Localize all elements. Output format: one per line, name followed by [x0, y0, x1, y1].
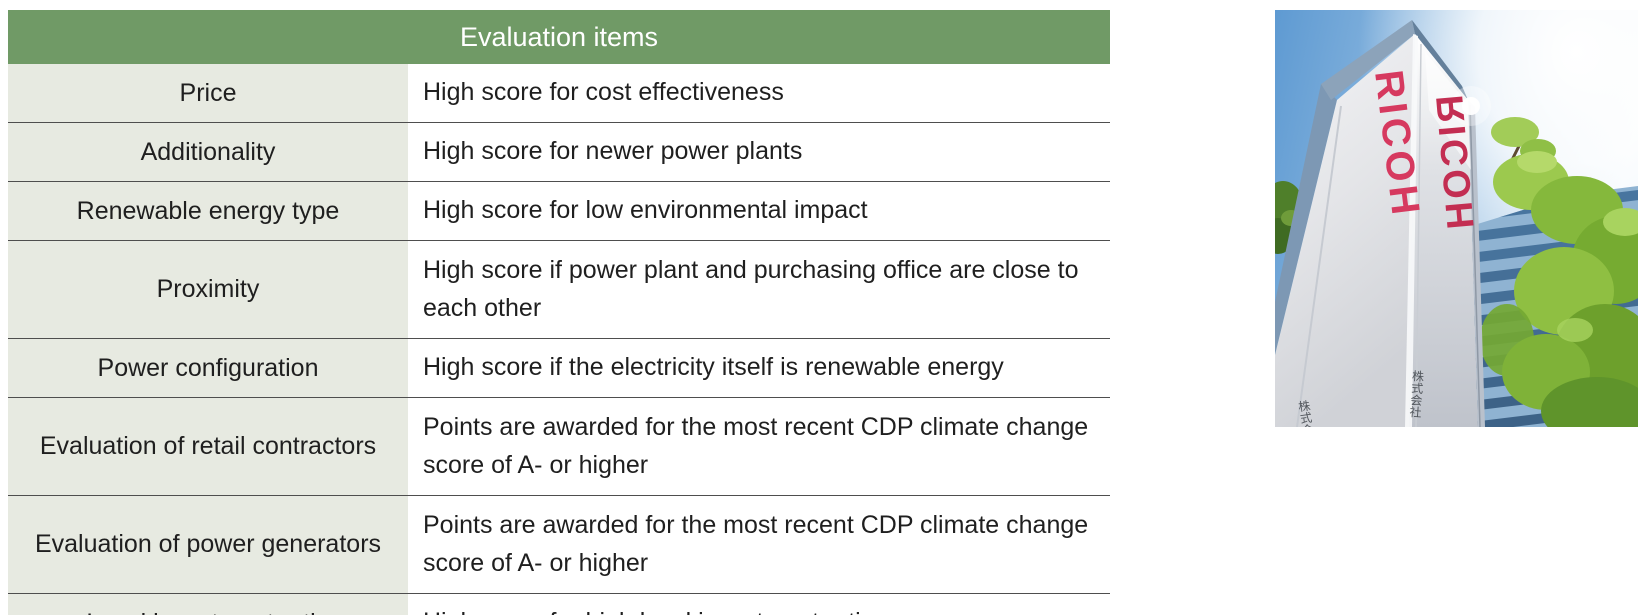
- row-label: Additionality: [8, 122, 408, 182]
- table-row: Proximity High score if power plant and …: [8, 240, 1111, 339]
- trees: [1275, 117, 1638, 427]
- sign-pillar: RICOH RICOH 株式会社 株式会社: [1275, 20, 1491, 427]
- table-row: Power configuration High score if the el…: [8, 338, 1111, 398]
- row-label: Price: [8, 64, 408, 123]
- row-description: High score for newer power plants: [408, 122, 1111, 182]
- row-label: Proximity: [8, 240, 408, 339]
- company-name-text-back: 株式会社: [1408, 368, 1425, 418]
- table-row: Price High score for cost effectiveness: [8, 64, 1111, 123]
- row-label: Power configuration: [8, 338, 408, 398]
- table-row: Renewable energy type High score for low…: [8, 181, 1111, 241]
- table-row: Evaluation of retail contractors Points …: [8, 397, 1111, 496]
- row-description: High score for low environmental impact: [408, 181, 1111, 241]
- table-row: Evaluation of power generators Points ar…: [8, 495, 1111, 594]
- row-description: High score if power plant and purchasing…: [408, 240, 1111, 339]
- row-description: High score if the electricity itself is …: [408, 338, 1111, 398]
- row-label: Evaluation of power generators: [8, 495, 408, 594]
- table-title: Evaluation items: [8, 10, 1111, 64]
- row-description: Points are awarded for the most recent C…: [408, 495, 1111, 594]
- row-description: High score for cost effectiveness: [408, 64, 1111, 123]
- row-description: Points are awarded for the most recent C…: [408, 397, 1111, 496]
- table-header-row: Evaluation items: [8, 10, 1111, 64]
- ricoh-signage-photo: RICOH RICOH 株式会社 株式会社: [1275, 10, 1638, 427]
- row-label: Renewable energy type: [8, 181, 408, 241]
- evaluation-table: Evaluation items Price High score for co…: [8, 10, 1111, 615]
- table-row: Additionality High score for newer power…: [8, 122, 1111, 182]
- row-label: Local investment ratio: [8, 593, 408, 615]
- row-description: High score for high local investment rat…: [408, 593, 1111, 615]
- row-label: Evaluation of retail contractors: [8, 397, 408, 496]
- table-row: Local investment ratio High score for hi…: [8, 593, 1111, 615]
